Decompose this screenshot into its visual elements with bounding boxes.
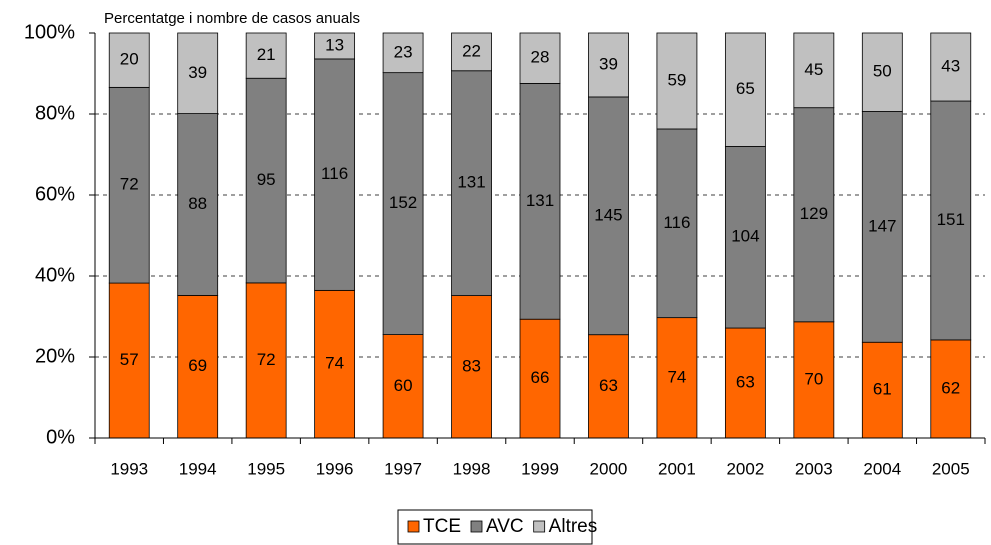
bar-segment (793, 321, 835, 439)
bar-segment (588, 334, 629, 439)
bar-segment (930, 100, 972, 341)
bar-segment (314, 32, 356, 60)
bar-segment (724, 32, 766, 147)
bar-segment (177, 32, 219, 114)
data-label: 50 (873, 62, 892, 81)
bar-segment (656, 128, 698, 319)
data-label: 131 (526, 191, 554, 210)
legend-swatch (407, 520, 420, 533)
data-label: 61 (873, 380, 892, 399)
x-tick-label: 1997 (384, 459, 422, 478)
bar-segment (108, 282, 150, 439)
legend-label: Altres (549, 516, 598, 537)
x-tick-label: 1999 (521, 459, 559, 478)
x-tick-label: 1996 (316, 459, 354, 478)
data-label: 60 (394, 376, 413, 395)
y-tick-label: 40% (35, 264, 75, 286)
x-tick-label: 2000 (590, 459, 628, 478)
data-label: 66 (531, 368, 550, 387)
data-label: 22 (462, 41, 481, 60)
bar-segment (930, 339, 972, 439)
bar-segment (108, 86, 150, 284)
data-label: 21 (257, 45, 276, 64)
bar-segment (245, 32, 287, 79)
data-label: 65 (736, 79, 755, 98)
data-label: 59 (667, 70, 686, 89)
data-label: 147 (868, 216, 896, 235)
bar-segment (382, 72, 424, 335)
bar-segment (451, 70, 492, 296)
x-tick-label: 1995 (247, 459, 285, 478)
data-label: 88 (188, 194, 207, 213)
bar-segment (245, 77, 287, 284)
bar-segment (861, 111, 903, 343)
bar-segment (656, 32, 698, 130)
y-tick-label: 60% (35, 183, 75, 205)
bar-segment (793, 107, 835, 323)
y-tick-label: 20% (35, 345, 75, 367)
data-label: 145 (594, 205, 622, 224)
data-label: 20 (120, 50, 139, 69)
data-label: 57 (120, 350, 139, 369)
legend-box (397, 509, 593, 545)
y-tick-label: 80% (35, 102, 75, 124)
data-label: 72 (120, 175, 139, 194)
data-label: 43 (941, 56, 960, 75)
legend-label: TCE (423, 516, 461, 537)
data-label: 45 (804, 60, 823, 79)
data-label: 63 (599, 376, 618, 395)
y-tick-label: 100% (24, 21, 75, 43)
legend-label: AVC (486, 516, 524, 537)
data-label: 63 (736, 372, 755, 391)
bar-segment (930, 32, 972, 102)
bar-segment (793, 32, 835, 109)
chart-title: Percentatge i nombre de casos anuals (104, 10, 360, 27)
bar-segment (177, 113, 219, 296)
data-label: 151 (937, 210, 965, 229)
bar-segment (108, 32, 150, 88)
data-label: 95 (257, 170, 276, 189)
legend-swatch (533, 520, 546, 533)
x-tick-label: 2003 (795, 459, 833, 478)
bar-segment (588, 96, 629, 336)
data-label: 116 (321, 164, 348, 183)
x-tick-label: 1993 (110, 459, 148, 478)
bar-segment (451, 295, 492, 439)
data-label: 131 (457, 173, 485, 192)
x-tick-label: 2001 (658, 459, 696, 478)
data-label: 129 (800, 204, 828, 223)
data-label: 74 (667, 367, 686, 386)
bar-segment (588, 32, 629, 98)
data-label: 116 (663, 213, 690, 232)
y-tick-label: 0% (46, 426, 75, 448)
data-label: 28 (531, 48, 550, 67)
data-label: 13 (325, 35, 344, 54)
bar-segment (519, 83, 561, 320)
data-label: 152 (389, 193, 417, 212)
legend-swatch (470, 520, 483, 533)
bar-segment (451, 32, 492, 72)
data-label: 39 (599, 54, 618, 73)
x-tick-label: 1998 (453, 459, 491, 478)
x-tick-label: 1994 (179, 459, 217, 478)
bar-segment (861, 32, 903, 112)
bar-segment (245, 282, 287, 439)
bar-segment (382, 32, 424, 74)
data-label: 70 (804, 369, 823, 388)
data-label: 83 (462, 356, 481, 375)
data-label: 62 (941, 378, 960, 397)
x-tick-label: 2004 (863, 459, 901, 478)
data-label: 69 (188, 356, 207, 375)
data-label: 23 (394, 42, 413, 61)
data-label: 39 (188, 63, 207, 82)
data-label: 104 (731, 227, 759, 246)
x-tick-label: 2005 (932, 459, 970, 478)
x-tick-label: 2002 (726, 459, 764, 478)
bar-segment (519, 32, 561, 84)
data-label: 72 (257, 350, 276, 369)
data-label: 74 (325, 354, 344, 373)
